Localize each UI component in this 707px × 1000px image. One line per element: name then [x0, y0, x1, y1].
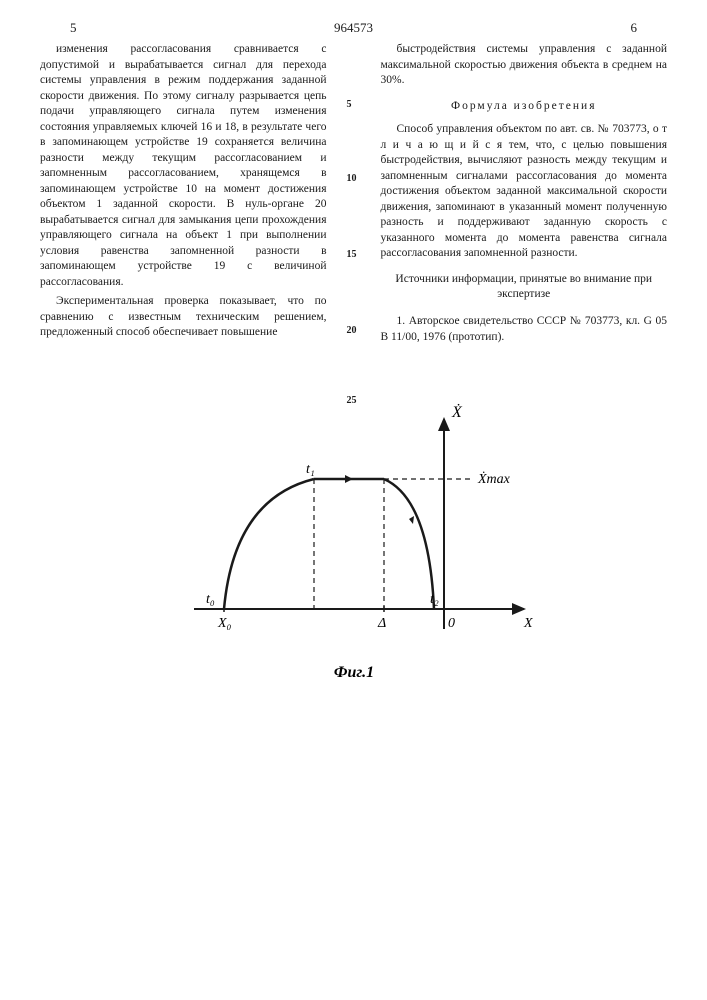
page-number-left: 5: [70, 20, 77, 36]
page-header: 5 964573 6: [40, 20, 667, 36]
text-columns: изменения рассогласования сравнивается с…: [40, 42, 667, 349]
figure-diagram: Ẋ Xt₀X₀ t₁ Δt₂ 0 Ẋmax Фиг.1: [164, 389, 544, 689]
svg-text:X₀: X₀: [217, 616, 232, 631]
left-paragraph-1: изменения рассогласования сравнивается с…: [40, 42, 327, 290]
svg-text:X: X: [523, 616, 533, 631]
line-number: 5: [347, 98, 352, 112]
left-column: изменения рассогласования сравнивается с…: [40, 42, 327, 349]
svg-text:t₂: t₂: [430, 592, 439, 607]
patent-page: 5 964573 6 изменения рассогласования сра…: [0, 0, 707, 1000]
figure-container: Ẋ Xt₀X₀ t₁ Δt₂ 0 Ẋmax Фиг.1: [40, 389, 667, 689]
right-paragraph-3: 1. Авторское свидетельство СССР № 703773…: [381, 314, 668, 345]
left-paragraph-2: Экспериментальная проверка показывает, ч…: [40, 294, 327, 341]
svg-text:Ẋmax: Ẋmax: [477, 471, 511, 487]
line-number: 10: [347, 172, 357, 186]
line-number-gutter: 5 10 15 20 25: [347, 42, 361, 349]
right-paragraph-2: Способ управления объектом по авт. св. №…: [381, 122, 668, 262]
svg-text:Δ: Δ: [377, 616, 386, 631]
line-number: 25: [347, 394, 357, 408]
right-paragraph-1: быстродействия системы управления с зада…: [381, 42, 668, 89]
svg-text:0: 0: [448, 616, 455, 631]
svg-text:Фиг.1: Фиг.1: [333, 664, 373, 681]
document-number: 964573: [334, 20, 373, 36]
right-column: быстродействия системы управления с зада…: [381, 42, 668, 349]
line-number: 20: [347, 324, 357, 338]
page-number-right: 6: [631, 20, 638, 36]
formula-title: Формула изобретения: [381, 99, 668, 115]
svg-text:t₀: t₀: [206, 592, 215, 607]
svg-text:t₁: t₁: [306, 462, 315, 477]
svg-text:Ẋ: Ẋ: [451, 403, 463, 421]
line-number: 15: [347, 248, 357, 262]
sources-title: Источники информации, принятые во вниман…: [381, 272, 668, 303]
